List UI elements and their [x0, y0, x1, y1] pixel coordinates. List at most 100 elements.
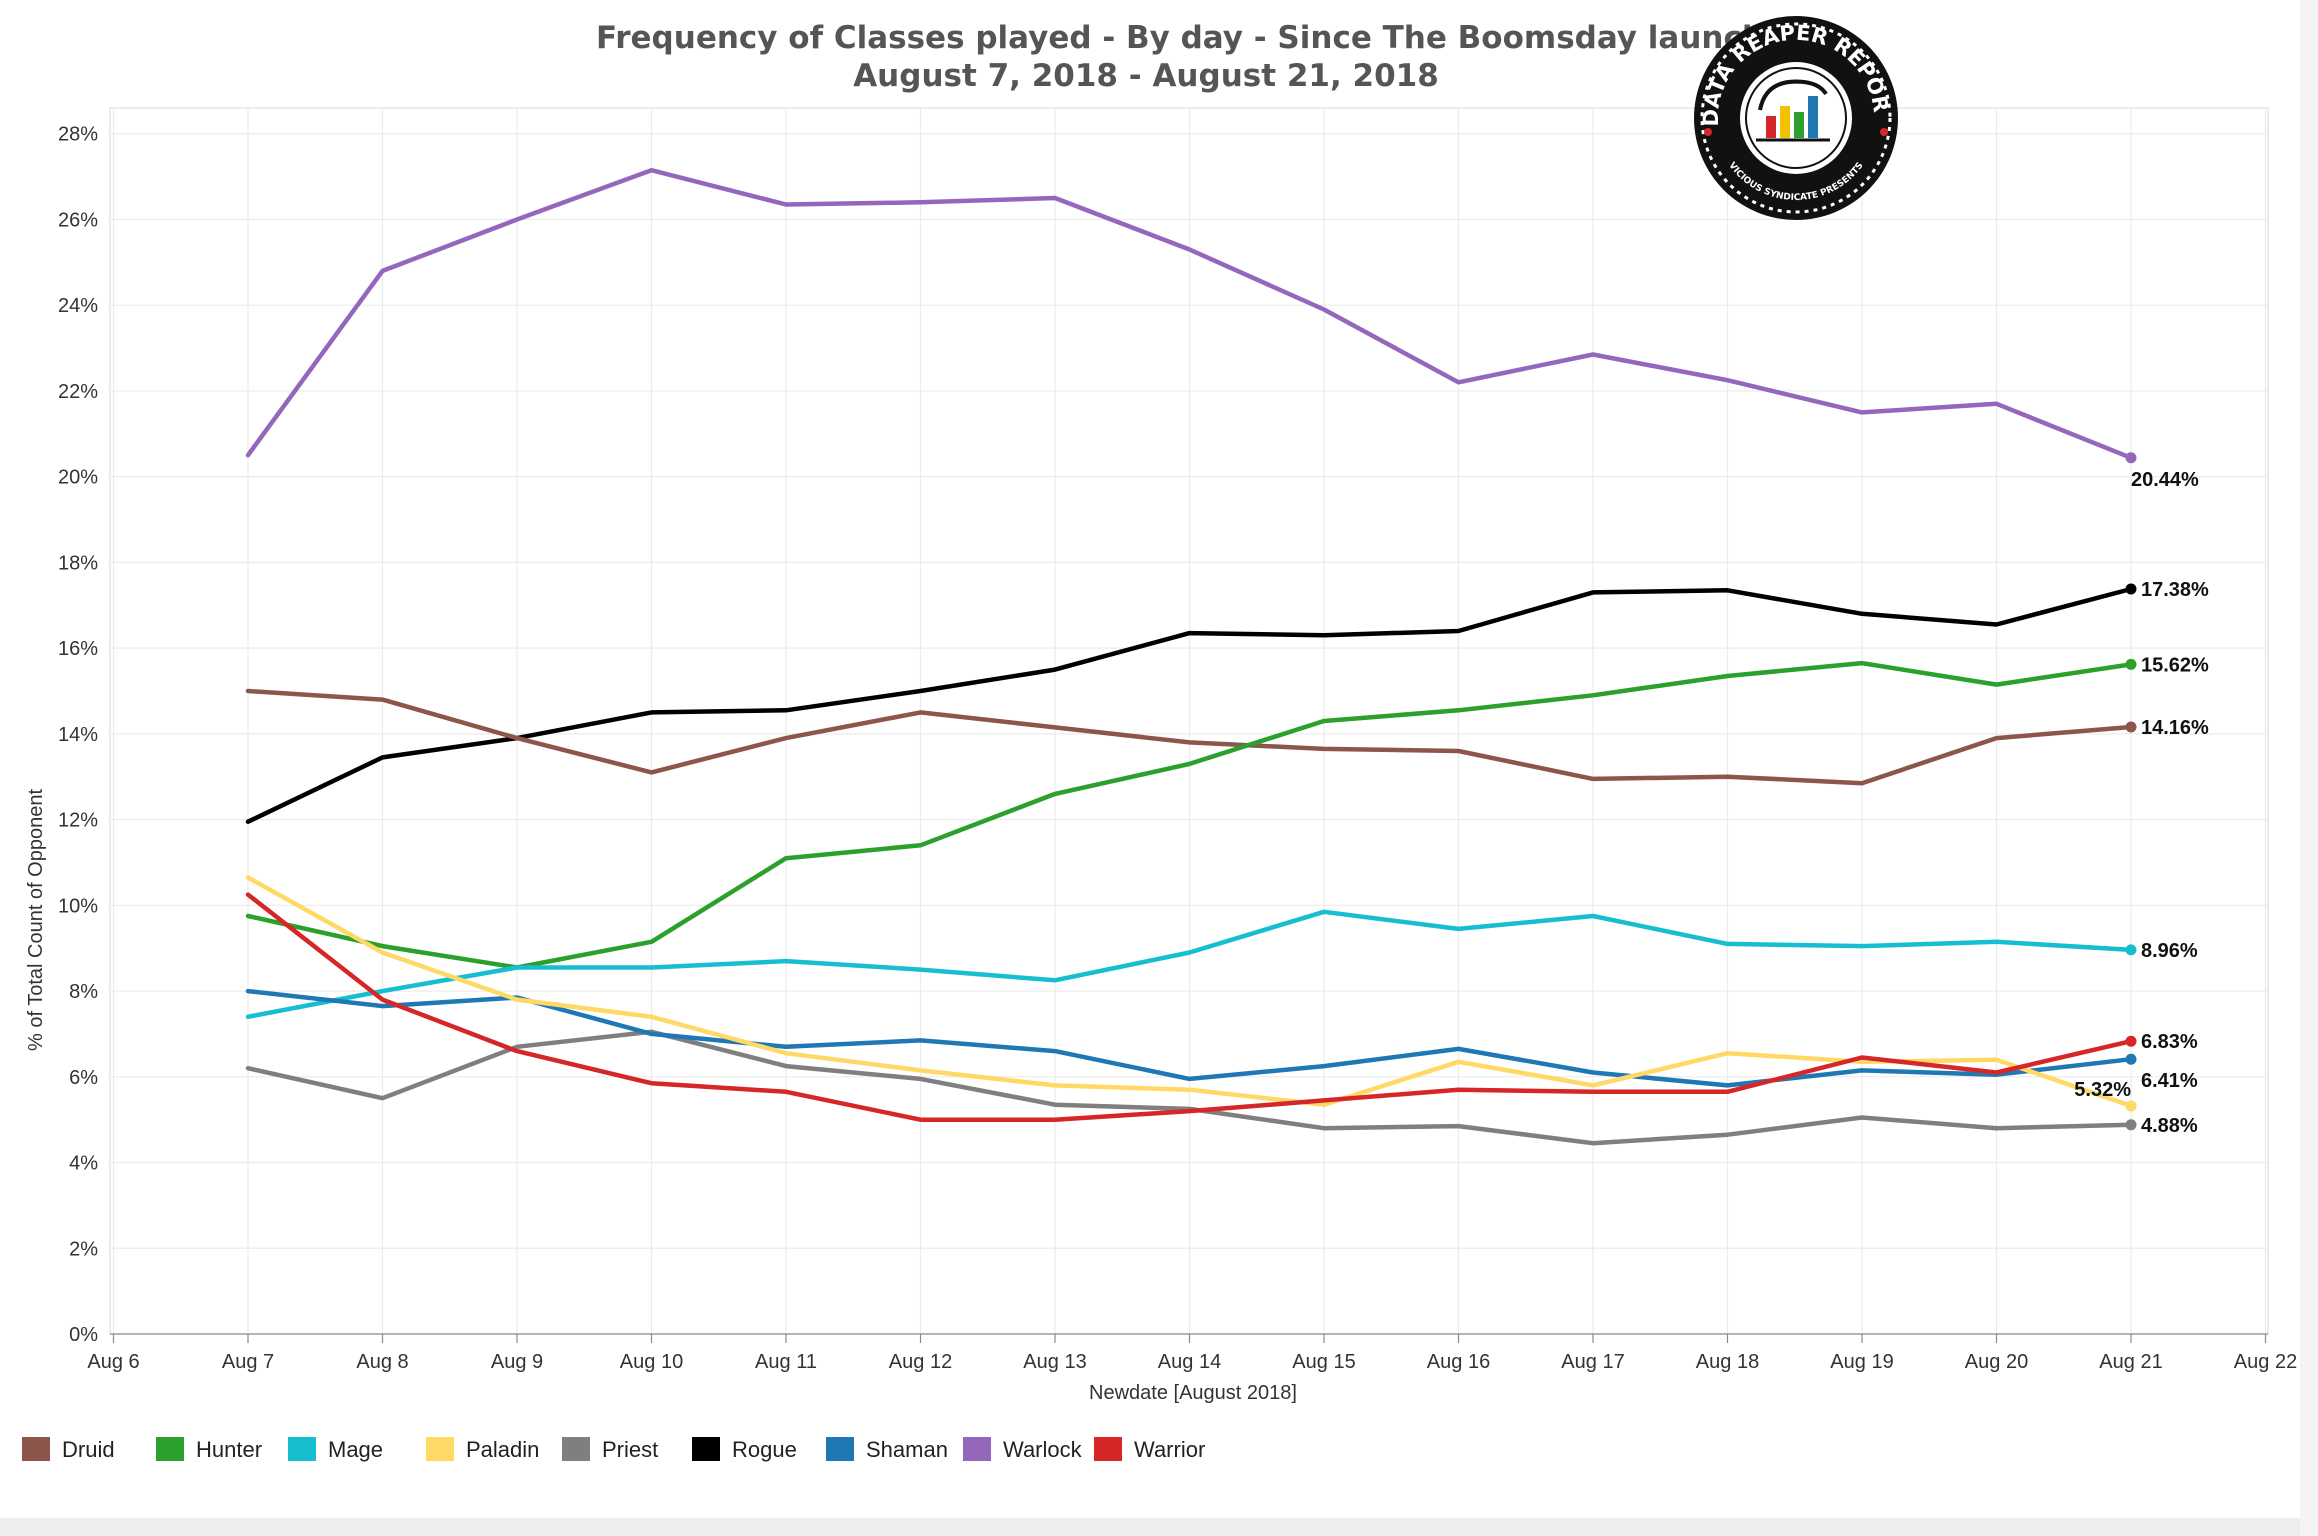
logo-bar-green	[1794, 112, 1804, 138]
end-label-mage: 8.96%	[2141, 940, 2198, 962]
legend-swatch	[156, 1437, 184, 1461]
legend-swatch	[288, 1437, 316, 1461]
y-tick-label: 2%	[69, 1238, 98, 1260]
x-tick-label: Aug 10	[620, 1351, 683, 1373]
series-lines	[245, 167, 2137, 1146]
data-reaper-logo: DATA REAPER REPORT VICIOUS SYNDICATE PRE…	[1694, 16, 1898, 220]
legend-label: Paladin	[466, 1437, 539, 1462]
end-label-rogue: 17.38%	[2141, 579, 2209, 601]
y-tick-label: 12%	[58, 810, 98, 832]
y-tick-label: 16%	[58, 638, 98, 660]
y-tick-label: 10%	[58, 895, 98, 917]
legend-swatch	[826, 1437, 854, 1461]
y-tick-label: 14%	[58, 724, 98, 746]
legend-label: Warlock	[1003, 1437, 1083, 1462]
end-point-warrior	[2125, 1035, 2137, 1047]
chart-title: Frequency of Classes played - By day - S…	[596, 20, 1764, 56]
y-axis-label: % of Total Count of Opponent	[25, 789, 47, 1051]
y-tick-label: 28%	[58, 124, 98, 146]
series-line-mage	[245, 909, 2134, 1020]
y-tick-label: 4%	[69, 1153, 98, 1175]
legend-swatch	[692, 1437, 720, 1461]
x-tick-label: Aug 8	[356, 1351, 408, 1373]
end-point-druid	[2125, 721, 2137, 733]
legend-label: Priest	[602, 1437, 658, 1462]
x-tick-label: Aug 16	[1427, 1351, 1490, 1373]
legend-item-mage[interactable]: Mage	[288, 1437, 383, 1462]
legend-label: Hunter	[196, 1437, 262, 1462]
series-line-rogue	[245, 586, 2134, 824]
y-tick-label: 6%	[69, 1067, 98, 1089]
x-tick-label: Aug 12	[889, 1351, 952, 1373]
end-point-rogue	[2125, 583, 2137, 595]
y-axis-ticks: 0% 2% 4% 6% 8% 10% 12% 14% 16% 18% 20% 22% 24% 26% 28%	[58, 124, 98, 1346]
legend-label: Mage	[328, 1437, 383, 1462]
x-axis: Aug 6 Aug 7 Aug 8 Aug 9 Aug 10 Aug 11 Aug 12 Au…	[87, 1333, 2297, 1373]
y-tick-label: 18%	[58, 552, 98, 574]
end-label-priest: 4.88%	[2141, 1115, 2198, 1137]
series-line-paladin	[245, 875, 2134, 1109]
end-point-warlock	[2125, 452, 2137, 464]
legend-label: Druid	[62, 1437, 115, 1462]
bottom-band	[0, 1518, 2318, 1536]
end-label-warlock: 20.44%	[2131, 469, 2199, 491]
series-line-druid	[245, 688, 2134, 786]
x-tick-label: Aug 14	[1158, 1351, 1221, 1373]
x-tick-label: Aug 19	[1830, 1351, 1893, 1373]
x-tick-label: Aug 15	[1292, 1351, 1355, 1373]
x-tick-label: Aug 22	[2234, 1351, 2297, 1373]
legend-label: Warrior	[1134, 1437, 1205, 1462]
legend: Druid Hunter Mage Paladin Priest Rogue Shaman W…	[22, 1437, 1205, 1462]
end-label-hunter: 15.62%	[2141, 654, 2209, 676]
end-point-mage	[2125, 944, 2137, 956]
legend-item-priest[interactable]: Priest	[562, 1437, 658, 1462]
gridlines	[109, 107, 2269, 1335]
legend-label: Rogue	[732, 1437, 797, 1462]
x-axis-label: Newdate [August 2018]	[1089, 1382, 1297, 1404]
series-line-warrior	[245, 892, 2134, 1122]
legend-swatch	[963, 1437, 991, 1461]
series-line-hunter	[245, 660, 2134, 970]
y-tick-label: 8%	[69, 981, 98, 1003]
y-tick-label: 24%	[58, 295, 98, 317]
legend-item-rogue[interactable]: Rogue	[692, 1437, 797, 1462]
legend-swatch	[562, 1437, 590, 1461]
legend-item-hunter[interactable]: Hunter	[156, 1437, 262, 1462]
y-tick-label: 0%	[69, 1324, 98, 1346]
logo-bar-yellow	[1780, 106, 1790, 138]
legend-swatch	[426, 1437, 454, 1461]
legend-item-paladin[interactable]: Paladin	[426, 1437, 539, 1462]
series-line-shaman	[245, 988, 2134, 1088]
x-tick-label: Aug 18	[1696, 1351, 1759, 1373]
x-tick-label: Aug 9	[491, 1351, 543, 1373]
right-band	[2300, 0, 2318, 1536]
x-tick-label: Aug 6	[87, 1351, 139, 1373]
end-point-paladin	[2125, 1100, 2137, 1112]
chart-subtitle: August 7, 2018 - August 21, 2018	[853, 58, 1439, 94]
end-label-shaman: 6.41%	[2141, 1070, 2198, 1092]
end-point-hunter	[2125, 658, 2137, 670]
y-tick-label: 26%	[58, 209, 98, 231]
end-labels: 14.16% 15.62% 8.96% 5.32% 4.88% 17.38% 6.41% 20…	[2074, 469, 2209, 1137]
logo-bar-blue	[1808, 96, 1818, 138]
legend-swatch	[22, 1437, 50, 1461]
end-label-paladin: 5.32%	[2074, 1079, 2131, 1101]
y-tick-label: 20%	[58, 467, 98, 489]
x-tick-label: Aug 17	[1561, 1351, 1624, 1373]
series-line-warlock	[245, 167, 2134, 461]
legend-label: Shaman	[866, 1437, 948, 1462]
end-point-priest	[2125, 1119, 2137, 1131]
logo-bar-red	[1766, 116, 1776, 138]
legend-item-druid[interactable]: Druid	[22, 1437, 115, 1462]
legend-item-warrior[interactable]: Warrior	[1094, 1437, 1205, 1462]
y-tick-label: 22%	[58, 381, 98, 403]
x-tick-label: Aug 11	[755, 1351, 817, 1373]
x-tick-label: Aug 21	[2099, 1351, 2162, 1373]
legend-item-shaman[interactable]: Shaman	[826, 1437, 948, 1462]
x-tick-label: Aug 20	[1965, 1351, 2028, 1373]
end-label-warrior: 6.83%	[2141, 1031, 2198, 1053]
end-point-shaman	[2125, 1053, 2137, 1065]
legend-item-warlock[interactable]: Warlock	[963, 1437, 1083, 1462]
